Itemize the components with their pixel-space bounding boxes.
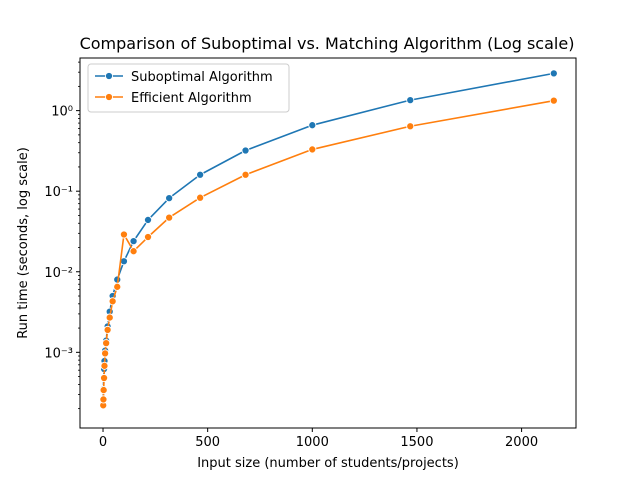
data-point — [241, 146, 250, 155]
data-point — [100, 361, 109, 370]
data-point — [102, 339, 111, 348]
data-point — [143, 215, 153, 224]
data-point — [100, 373, 109, 383]
x-tick-label: 1500 — [400, 435, 433, 450]
y-tick-label: 10⁻³ — [44, 346, 73, 361]
data-point — [129, 247, 138, 256]
data-point — [241, 170, 250, 179]
series-line-2 — [102, 99, 554, 406]
y-axis-label: Run time (seconds, log scale) — [16, 147, 31, 339]
legend-entry-label: Suboptimal Algorithm — [131, 70, 273, 85]
x-axis: 0 500 1000 1500 2000 — [99, 428, 538, 450]
series-line-1 — [102, 72, 554, 401]
data-point — [105, 313, 114, 322]
plot-frame — [79, 57, 577, 429]
y-tick-label: 10⁻¹ — [44, 185, 73, 200]
data-point — [119, 230, 128, 239]
data-point — [99, 395, 108, 404]
legend-box — [87, 63, 290, 113]
data-point — [129, 237, 138, 246]
data-point — [406, 96, 415, 105]
x-tick-label: 2000 — [505, 435, 538, 450]
x-axis-label: Input size (number of students/projects) — [197, 456, 459, 471]
x-tick-label: 0 — [99, 435, 107, 450]
data-point — [165, 213, 174, 222]
legend-swatch-marker — [104, 92, 114, 102]
data-point — [113, 282, 122, 291]
chart-title: Comparison of Suboptimal vs. Matching Al… — [80, 34, 575, 53]
y-axis: 10⁻³ 10⁻² 10⁻¹ 10⁰ — [44, 61, 80, 410]
y-tick-label: 10⁰ — [51, 105, 73, 120]
data-point — [101, 349, 110, 358]
legend-entry-label: Efficient Algorithm — [131, 91, 252, 106]
y-tick-label: 10⁻² — [44, 266, 73, 281]
data-point — [308, 121, 317, 130]
data-point — [103, 325, 112, 334]
x-tick-label: 500 — [195, 435, 220, 450]
data-point — [406, 122, 415, 131]
data-point — [108, 297, 117, 306]
data-point — [143, 232, 153, 242]
data-point — [549, 96, 558, 105]
data-point — [99, 386, 108, 395]
data-point — [196, 170, 205, 179]
legend: Suboptimal Algorithm Efficient Algorithm — [87, 63, 290, 113]
data-point — [308, 145, 317, 154]
legend-swatch-marker — [104, 71, 114, 81]
x-tick-label: 1000 — [296, 435, 329, 450]
series-layer — [99, 69, 558, 410]
data-point — [549, 69, 558, 78]
data-point — [196, 193, 205, 202]
data-point — [165, 194, 174, 203]
